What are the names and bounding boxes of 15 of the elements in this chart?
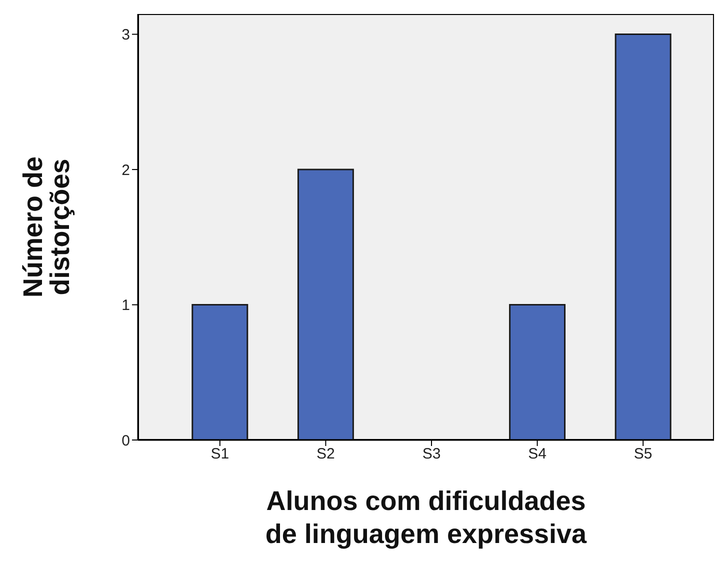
bar bbox=[509, 304, 566, 440]
x-tick-label: S4 bbox=[528, 446, 546, 463]
x-tick-label: S1 bbox=[210, 446, 230, 463]
y-tick-label: 2 bbox=[122, 162, 130, 179]
y-axis-title: Número de distorções bbox=[18, 156, 75, 298]
y-tick-label: 1 bbox=[122, 297, 130, 314]
bar bbox=[297, 168, 354, 440]
x-tick-label: S3 bbox=[422, 446, 441, 463]
bar bbox=[614, 34, 672, 440]
y-tick-label: 0 bbox=[122, 432, 130, 450]
bar bbox=[192, 304, 248, 440]
x-tick-label: S2 bbox=[316, 446, 335, 463]
y-tick-label: 3 bbox=[122, 26, 130, 44]
x-axis-title: Alunos com dificuldades de linguagem expressiva bbox=[265, 486, 588, 549]
x-tick-label: S5 bbox=[634, 446, 652, 463]
